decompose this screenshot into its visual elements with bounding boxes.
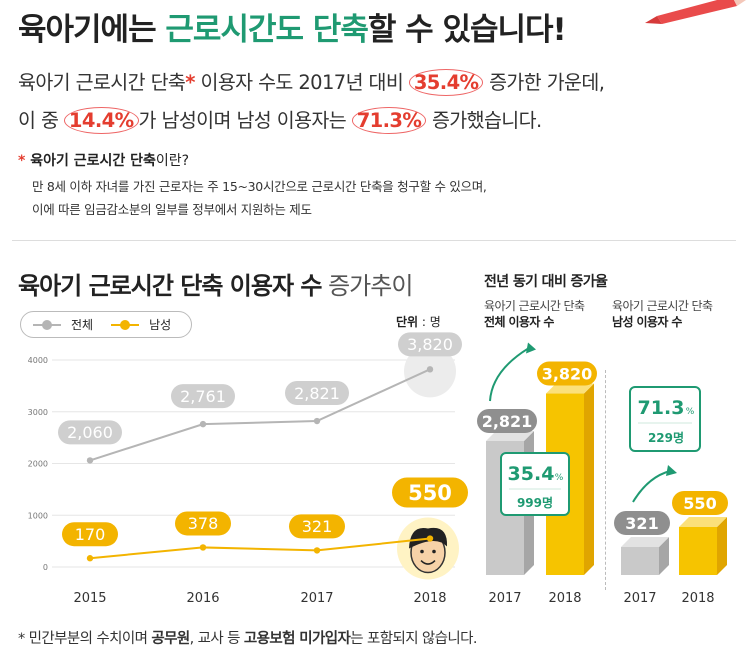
- footnote: * 민간부분의 수치이며 공무원, 교사 등 고용보험 미가입자는 포함되지 않…: [18, 631, 478, 647]
- male-bar-2017: [621, 546, 659, 575]
- male-bar-2017-side: [659, 536, 669, 575]
- face-illustration: [397, 517, 459, 580]
- total-bar-2018-side: [584, 383, 594, 575]
- male-change-pct: 71.3: [638, 397, 685, 419]
- y-tick-label: 0: [43, 563, 48, 572]
- male-bar-2018: [679, 527, 717, 575]
- male-bar-value-bubble: [614, 510, 670, 535]
- total-change-pct-unit: %: [555, 473, 564, 483]
- male-value-label: 170: [75, 525, 106, 544]
- total-value-label: 2,060: [67, 423, 113, 442]
- male-bar-x-label: 2017: [623, 591, 656, 606]
- y-tick-label: 2000: [28, 460, 48, 469]
- total-value-bubble: [171, 384, 235, 409]
- male-bar-value-label: 321: [625, 514, 658, 533]
- total-bar-value-bubble: [477, 409, 537, 434]
- male-line: [89, 537, 431, 560]
- face-eye-right: [432, 549, 436, 554]
- unit-label: 단위 : 명: [396, 315, 441, 329]
- line-chart: 0 1000 2000 3000 4000 2,060 2,761 2,821 3,820 170…: [28, 332, 468, 606]
- total-value-bubble: [58, 420, 122, 445]
- face-eye-left: [420, 549, 424, 554]
- face-smile: [420, 559, 436, 565]
- male-point: [426, 535, 434, 542]
- male-value-label: 321: [302, 517, 333, 536]
- male-value-bubble: [175, 511, 231, 536]
- male-point: [199, 544, 207, 551]
- male-growth-arrow: [632, 470, 671, 503]
- bar-chart-total: 2,821 3,820 35.4 % 999명 2017 2018: [477, 342, 597, 606]
- male-bars-subtitle: 육아기 근로시간 단축 남성 이용자 수: [612, 299, 713, 329]
- male-value-bubble: [62, 522, 118, 547]
- total-bar-2017-top: [486, 431, 534, 442]
- headline: 육아기에는 근로시간도 단축할 수 있습니다!: [18, 12, 567, 48]
- right-panel-title: 전년 동기 대비 증가율: [484, 274, 608, 290]
- note-line-1: 만 8세 이하 자녀를 가진 근로자는 주 15~30시간으로 근로시간 단축을…: [32, 179, 487, 194]
- male-point: [86, 555, 94, 562]
- total-change-abs: 999명: [517, 496, 553, 510]
- panel-separator: [605, 370, 606, 590]
- chart-legend: 전체 남성: [20, 311, 192, 338]
- red-pen-icon: [645, 0, 746, 24]
- y-tick-label: 3000: [28, 408, 48, 417]
- legend-label-total: 전체: [71, 318, 94, 332]
- male-value-bubble: [392, 477, 468, 508]
- total-bar-value-label: 2,821: [482, 412, 533, 431]
- male-value-label: 378: [188, 514, 219, 533]
- intro-line-1: 육아기 근로시간 단축* 이용자 수도 2017년 대비 35.4% 증가한 가…: [18, 69, 605, 96]
- bar-chart-male: 321 550 71.3 % 229명 2017 2018: [614, 386, 728, 606]
- x-tick-label: 2015: [73, 591, 106, 606]
- total-change-pct: 35.4: [508, 463, 555, 485]
- total-bars-subtitle: 육아기 근로시간 단축 전체 이용자 수: [484, 299, 585, 329]
- total-growth-arrowhead: [526, 342, 536, 354]
- legend-swatch-total: [33, 319, 61, 330]
- total-point: [86, 457, 94, 464]
- chart-title: 육아기 근로시간 단축 이용자 수 증가추이: [18, 272, 413, 300]
- total-bar-value-label: 3,820: [542, 365, 593, 384]
- circled-pct-male: 71.3%: [351, 107, 427, 134]
- intro-line-2: 이 중 14.4% 가 남성이며 남성 이용자는 71.3% 증가했습니다.: [18, 107, 542, 134]
- circled-pct-share: 14.4%: [63, 107, 139, 134]
- total-value-bubble: [285, 381, 349, 406]
- total-point: [426, 366, 434, 373]
- male-value-label: 550: [408, 481, 452, 505]
- male-growth-arrowhead: [666, 465, 677, 476]
- male-change-pct-unit: %: [686, 407, 695, 417]
- total-bar-x-label: 2017: [488, 591, 521, 606]
- total-bar-2018-top: [546, 383, 594, 394]
- total-point: [313, 417, 321, 425]
- total-value-label: 2,821: [294, 384, 340, 403]
- section-divider: [12, 240, 736, 241]
- male-bar-value-label: 550: [683, 494, 716, 513]
- male-bar-value-bubble: [672, 491, 728, 515]
- legend-swatch-male: [111, 319, 140, 330]
- total-growth-arrow: [489, 347, 529, 402]
- legend-label-male: 남성: [149, 318, 172, 332]
- total-line: [89, 368, 431, 462]
- male-bar-2017-top: [621, 536, 669, 547]
- male-bar-x-label: 2018: [681, 591, 714, 606]
- male-bar-2018-top: [679, 517, 727, 527]
- total-value-label: 2,761: [180, 387, 226, 406]
- male-change-abs: 229명: [648, 431, 684, 445]
- male-value-bubble: [289, 514, 345, 539]
- note-title: * 육아기 근로시간 단축이란?: [18, 153, 190, 169]
- male-change-box: [629, 386, 701, 452]
- headline-highlight: 근로시간도 단축: [165, 12, 368, 48]
- total-bar-x-label: 2018: [548, 591, 581, 606]
- circled-pct-total: 35.4%: [408, 69, 484, 96]
- total-point: [199, 420, 207, 428]
- male-bar-2018-side: [717, 517, 727, 575]
- y-tick-label: 1000: [28, 511, 48, 520]
- male-point: [313, 547, 321, 554]
- total-change-box: [500, 452, 570, 516]
- total-value-label: 3,820: [407, 335, 453, 354]
- x-tick-label: 2016: [186, 591, 219, 606]
- total-bar-value-bubble: [537, 361, 597, 386]
- total-value-bubble: [398, 332, 462, 357]
- x-tick-label: 2018: [413, 591, 446, 606]
- y-tick-label: 4000: [28, 356, 48, 365]
- x-tick-label: 2017: [300, 591, 333, 606]
- note-line-2: 이에 따른 임금감소분의 일부를 정부에서 지원하는 제도: [32, 202, 312, 217]
